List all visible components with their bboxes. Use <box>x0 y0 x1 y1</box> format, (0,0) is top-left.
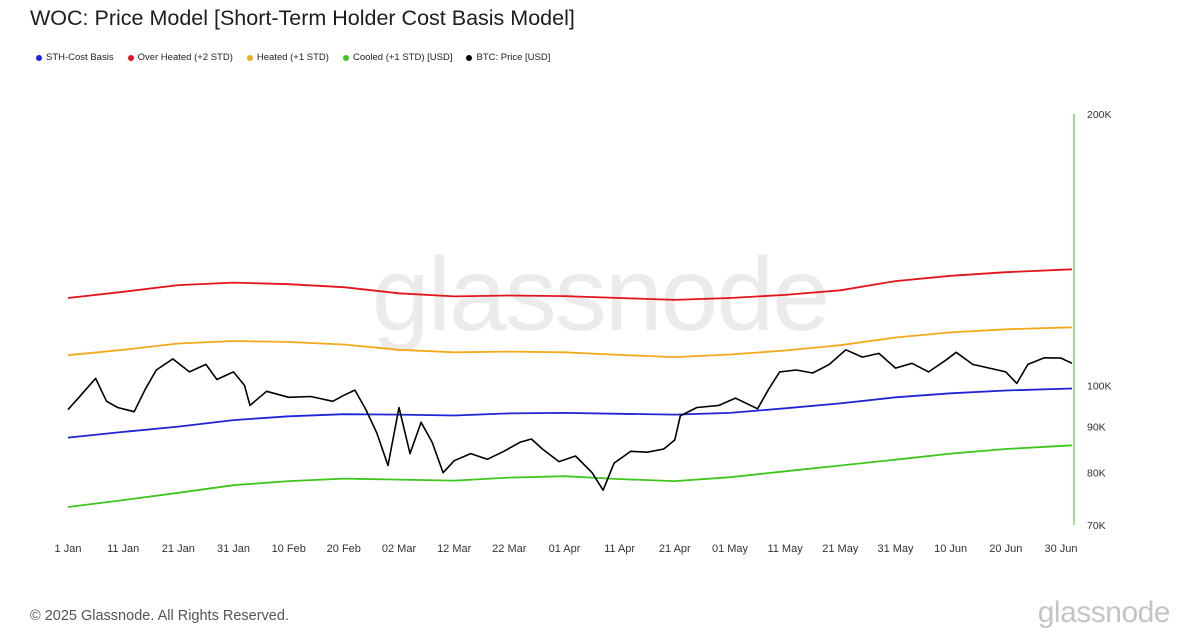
legend-item-over-heated[interactable]: Over Heated (+2 STD) <box>127 52 233 63</box>
copyright-text: © 2025 Glassnode. All Rights Reserved. <box>30 608 289 624</box>
series-line-heated-1-std <box>67 326 1073 358</box>
chart-title: WOC: Price Model [Short-Term Holder Cost… <box>30 6 575 30</box>
x-tick-label: 11 Jan <box>107 543 139 555</box>
x-tick-label: 22 Mar <box>492 543 527 555</box>
legend-label: STH-Cost Basis <box>46 52 114 63</box>
legend-label: BTC: Price [USD] <box>476 52 551 63</box>
y-tick-label: 80K <box>1087 468 1106 480</box>
x-tick-label: 12 Mar <box>437 543 472 555</box>
x-tick-label: 01 Apr <box>549 543 581 555</box>
legend-dot-cooled <box>342 54 349 61</box>
legend-label: Over Heated (+2 STD) <box>137 52 233 63</box>
y-tick-label: 100K <box>1087 380 1112 392</box>
x-tick-label: 11 Apr <box>604 543 635 555</box>
legend-item-heated[interactable]: Heated (+1 STD) <box>246 52 329 63</box>
legend-label: Heated (+1 STD) <box>256 52 329 63</box>
y-axis-ticks: 70K 80K 90K 100K 200K <box>1087 109 1112 532</box>
series-line-cooled-1-std-usd <box>67 444 1073 508</box>
legend-dot-over-heated <box>127 54 134 61</box>
x-tick-label: 20 Jun <box>989 543 1022 555</box>
series-line-sth-cost-basis <box>67 387 1073 439</box>
x-tick-label: 30 Jun <box>1044 543 1077 555</box>
x-tick-label: 1 Jan <box>55 543 82 555</box>
x-tick-label: 21 Apr <box>659 543 691 555</box>
x-tick-label: 10 Feb <box>272 543 306 555</box>
legend-item-cooled[interactable]: Cooled (+1 STD) [USD] <box>342 52 453 63</box>
x-tick-label: 21 Jan <box>162 543 195 555</box>
legend-dot-heated <box>246 54 253 61</box>
legend-dot-btc-price <box>466 54 473 61</box>
x-tick-label: 10 Jun <box>934 543 967 555</box>
x-tick-label: 20 Feb <box>327 543 361 555</box>
legend: STH-Cost Basis Over Heated (+2 STD) Heat… <box>36 52 550 63</box>
legend-dot-sth-cost-basis <box>36 54 42 61</box>
x-tick-label: 02 Mar <box>382 543 417 555</box>
x-tick-label: 21 May <box>822 543 859 555</box>
series-layer <box>67 268 1073 508</box>
y-tick-label: 200K <box>1087 109 1112 121</box>
legend-item-sth-cost-basis[interactable]: STH-Cost Basis <box>36 52 114 63</box>
y-tick-label: 90K <box>1087 422 1106 434</box>
series-line-over-heated-2-std <box>67 268 1073 301</box>
series-line-btc-price-usd <box>67 349 1073 491</box>
watermark: glassnode <box>372 237 828 353</box>
x-tick-label: 31 Jan <box>217 543 250 555</box>
x-tick-label: 31 May <box>877 543 914 555</box>
y-tick-label: 70K <box>1087 520 1106 532</box>
legend-item-btc-price[interactable]: BTC: Price [USD] <box>466 52 550 63</box>
brand-logo-text: glassnode <box>1037 596 1171 629</box>
x-tick-label: 11 May <box>767 543 803 555</box>
legend-label: Cooled (+1 STD) [USD] <box>352 52 453 63</box>
x-axis-ticks: 1 Jan 11 Jan 21 Jan 31 Jan 10 Feb 20 Feb 02 Ma… <box>55 543 1078 555</box>
x-tick-label: 01 May <box>712 543 749 555</box>
